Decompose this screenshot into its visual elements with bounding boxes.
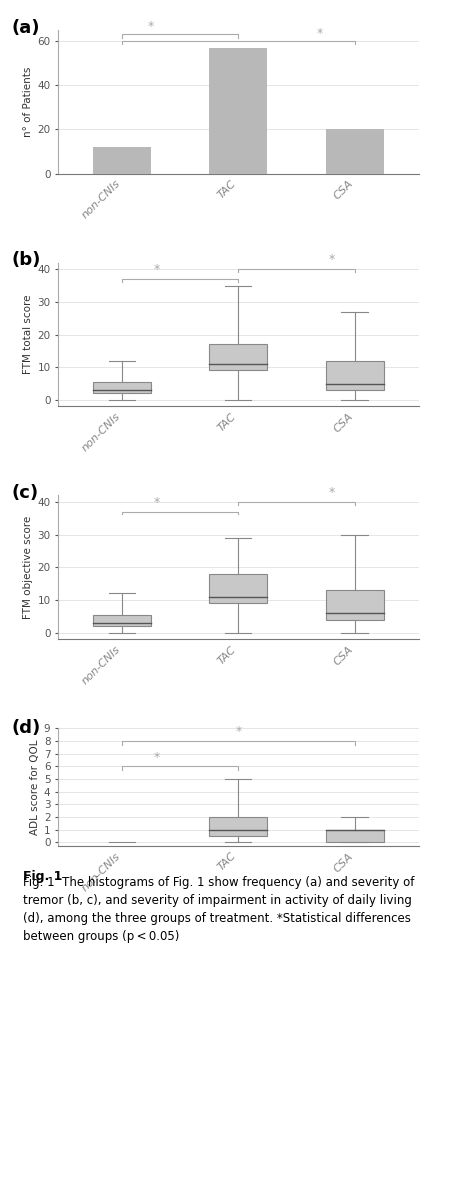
Text: *: * [328,486,334,499]
Y-axis label: FTM objective score: FTM objective score [23,516,33,619]
Text: *: * [154,496,160,509]
Bar [209,48,267,174]
Y-axis label: n° of Patients: n° of Patients [23,67,33,137]
Text: *: * [148,20,154,34]
Text: *: * [317,26,323,40]
Text: *: * [235,725,241,738]
Bar [209,817,267,836]
Bar [326,130,384,174]
Y-axis label: FTM total score: FTM total score [23,295,33,374]
Bar [209,574,267,604]
Text: Fig. 1  The histograms of Fig. 1 show frequency (a) and severity of
tremor (b, c: Fig. 1 The histograms of Fig. 1 show fre… [23,876,415,943]
Bar [209,344,267,371]
Bar [93,382,151,394]
Text: (a): (a) [11,18,40,36]
Bar [93,614,151,626]
Text: (d): (d) [11,719,40,737]
Text: Fig. 1: Fig. 1 [23,870,63,883]
Bar [326,590,384,619]
Y-axis label: ADL score for QOL: ADL score for QOL [30,739,40,835]
Text: *: * [328,253,334,266]
Text: *: * [154,263,160,276]
Bar [326,829,384,842]
Text: (b): (b) [11,251,40,269]
Text: *: * [154,751,160,763]
Bar [326,361,384,390]
Bar [93,148,151,174]
Text: (c): (c) [11,484,39,502]
